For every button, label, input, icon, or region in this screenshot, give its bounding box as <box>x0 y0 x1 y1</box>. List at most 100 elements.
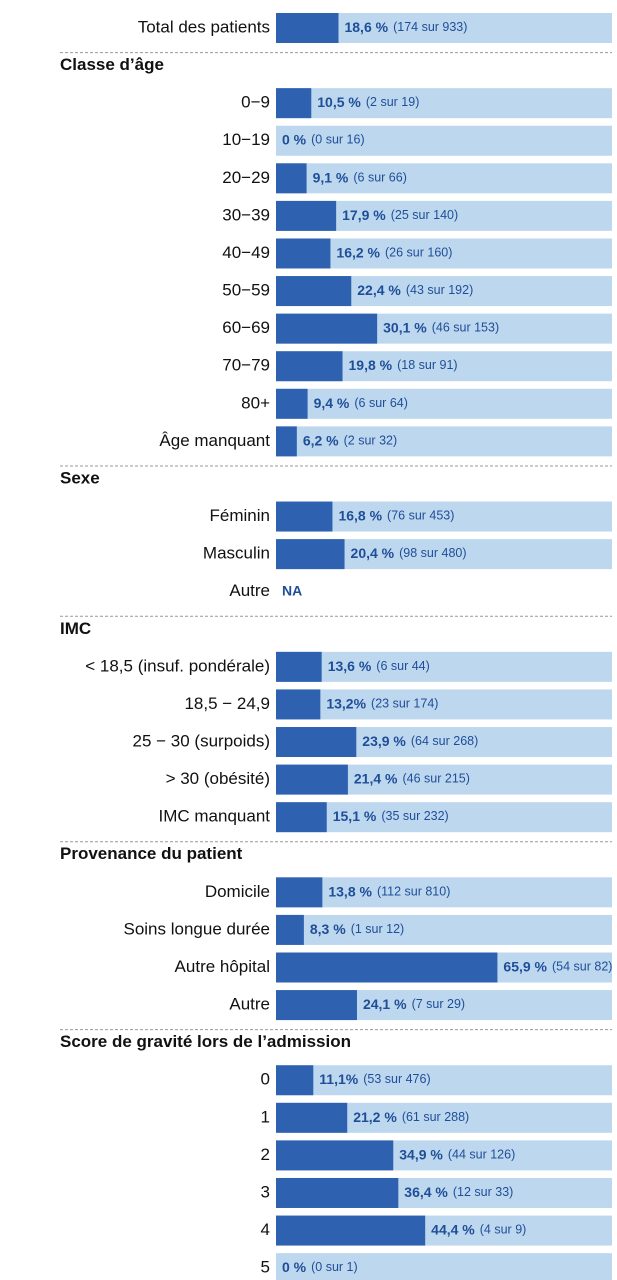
bar-track <box>276 426 612 457</box>
value-label: 18,6 % (174 sur 933) <box>344 19 467 35</box>
value-label-count: (2 sur 32) <box>344 434 398 448</box>
category-label: 80+ <box>241 393 270 412</box>
value-label-pct: 22,4 % <box>357 282 401 298</box>
value-label-pct: 19,8 % <box>349 357 393 373</box>
value-label: 30,1 % (46 sur 153) <box>383 319 499 335</box>
value-label-pct: 44,4 % <box>431 1221 475 1237</box>
bar <box>276 426 297 457</box>
value-label: 21,4 % (46 sur 215) <box>354 770 470 786</box>
value-label-pct: 13,6 % <box>328 658 372 674</box>
value-label-pct: 34,9 % <box>399 1146 443 1162</box>
bar-track <box>276 877 612 908</box>
category-label: 70−79 <box>222 356 270 375</box>
value-label: 16,2 % (26 sur 160) <box>336 244 452 260</box>
value-label-pct: 24,1 % <box>363 996 407 1012</box>
value-label: 65,9 % (54 sur 82) <box>503 958 612 974</box>
bar <box>276 276 352 307</box>
bar <box>276 1065 314 1096</box>
bar-track <box>276 238 612 269</box>
value-label: 0 % (0 sur 1) <box>282 1259 358 1275</box>
value-label-count: (6 sur 64) <box>354 396 408 410</box>
category-label: Soins longue durée <box>123 919 270 938</box>
value-label-count: (112 sur 810) <box>377 885 450 899</box>
category-label: 18,5 − 24,9 <box>184 694 270 713</box>
value-label-pct: 9,1 % <box>313 169 349 185</box>
bar-track <box>276 914 612 945</box>
category-label: Âge manquant <box>159 431 270 450</box>
bar <box>276 1177 399 1208</box>
value-label-count: (6 sur 66) <box>353 171 407 185</box>
bar <box>276 13 339 43</box>
value-label-count: (98 sur 480) <box>399 546 466 560</box>
value-label-count: (44 sur 126) <box>448 1148 515 1162</box>
group-title: Score de gravité lors de l’admission <box>60 1032 351 1051</box>
value-label-count: (23 sur 174) <box>371 697 438 711</box>
value-label: 15,1 % (35 sur 232) <box>333 808 449 824</box>
value-label-count: (43 sur 192) <box>406 283 473 297</box>
bar-track <box>276 88 612 119</box>
value-label-pct: 20,4 % <box>351 545 395 561</box>
value-label: 21,2 % (61 sur 288) <box>353 1109 469 1125</box>
category-label: 20−29 <box>222 168 270 187</box>
value-label-count: (61 sur 288) <box>402 1110 469 1124</box>
bar <box>276 990 357 1021</box>
value-label-pct: 21,2 % <box>353 1109 397 1125</box>
bar <box>276 689 321 720</box>
group-title: Classe d’âge <box>60 55 164 74</box>
value-label: 0 % (0 sur 16) <box>282 131 365 147</box>
value-label-count: (0 sur 1) <box>311 1260 358 1274</box>
category-label: 25 − 30 (surpoids) <box>133 732 271 751</box>
value-label-pct: 17,9 % <box>342 207 386 223</box>
value-label-count: (12 sur 33) <box>453 1185 513 1199</box>
category-label: 1 <box>261 1107 270 1126</box>
category-label: 4 <box>261 1220 270 1239</box>
value-label-count: (6 sur 44) <box>376 659 430 673</box>
bar-track <box>276 1253 612 1280</box>
category-label: 0−9 <box>241 93 270 112</box>
category-label: < 18,5 (insuf. pondérale) <box>85 656 270 675</box>
bar <box>276 313 378 344</box>
category-label: Autre <box>229 581 270 600</box>
value-label-pct: 65,9 % <box>503 958 547 974</box>
value-label-count: (174 sur 933) <box>393 20 467 34</box>
category-label: 30−39 <box>222 205 270 224</box>
bar <box>276 651 322 682</box>
value-label: 44,4 % (4 sur 9) <box>431 1221 526 1237</box>
value-label-count: (25 sur 140) <box>391 208 458 222</box>
category-label: 60−69 <box>222 318 270 337</box>
value-label-count: (46 sur 215) <box>402 772 469 786</box>
value-label: 17,9 % (25 sur 140) <box>342 207 458 223</box>
value-label: 19,8 % (18 sur 91) <box>349 357 458 373</box>
category-label: 2 <box>261 1145 270 1164</box>
category-label: Autre hôpital <box>175 957 270 976</box>
value-label-count: (2 sur 19) <box>366 95 420 109</box>
category-label: 10−19 <box>222 130 270 149</box>
value-label-count: (35 sur 232) <box>381 809 448 823</box>
value-label-count: (26 sur 160) <box>385 246 452 260</box>
value-label: 11,1% (53 sur 476) <box>319 1071 430 1087</box>
bar <box>276 501 333 532</box>
bar-track <box>276 689 612 720</box>
category-label: IMC manquant <box>159 807 271 826</box>
value-label-count: (53 sur 476) <box>363 1073 430 1087</box>
value-label-count: (46 sur 153) <box>432 321 499 335</box>
bar <box>276 1102 348 1133</box>
value-label-pct: 23,9 % <box>362 733 406 749</box>
category-label: > 30 (obésité) <box>166 769 270 788</box>
bar <box>276 764 348 795</box>
bar <box>276 539 345 570</box>
value-label-pct: 6,2 % <box>303 432 339 448</box>
value-label: 10,5 % (2 sur 19) <box>317 94 419 110</box>
category-label: 0 <box>261 1070 270 1089</box>
category-label: 50−59 <box>222 281 270 300</box>
value-label: 34,9 % (44 sur 126) <box>399 1146 515 1162</box>
value-label: 36,4 % (12 sur 33) <box>404 1184 513 1200</box>
value-label-pct: 11,1% <box>319 1071 358 1087</box>
value-label-pct: 8,3 % <box>310 921 346 937</box>
value-label-pct: 16,2 % <box>336 244 380 260</box>
value-label: 24,1 % (7 sur 29) <box>363 996 465 1012</box>
value-label-pct: 13,8 % <box>328 883 372 899</box>
bar-track <box>276 651 612 682</box>
value-label: 16,8 % (76 sur 453) <box>338 507 454 523</box>
